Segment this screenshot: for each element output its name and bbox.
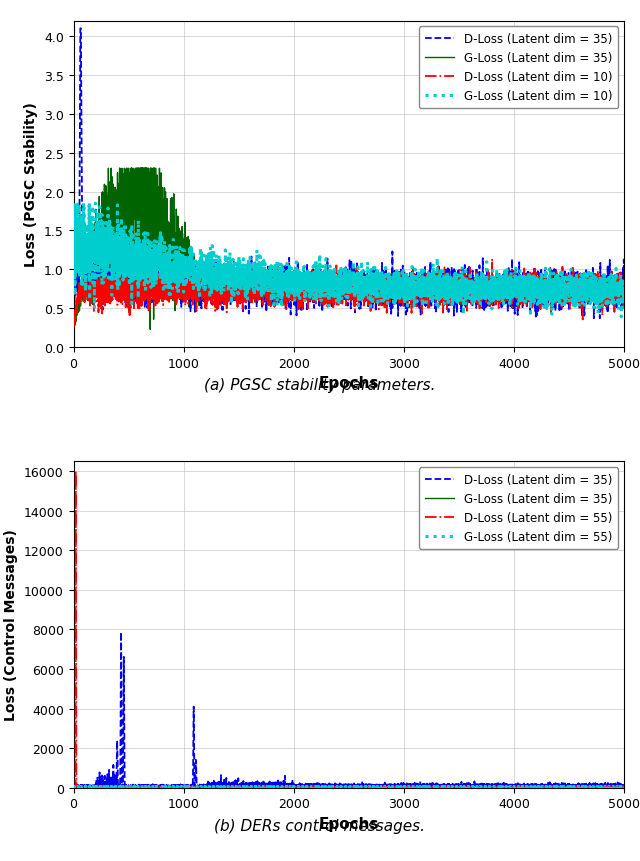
- G-Loss (Latent dim = 35): [400, 782, 408, 792]
- G-Loss (Latent dim = 35): [100, 780, 108, 790]
- X-axis label: Epochs: Epochs: [319, 816, 379, 831]
- D-Loss (Latent dim = 55): [70, 782, 77, 792]
- D-Loss (Latent dim = 10): [170, 290, 178, 300]
- D-Loss (Latent dim = 55): [280, 782, 288, 792]
- D-Loss (Latent dim = 10): [280, 282, 288, 292]
- D-Loss (Latent dim = 35): [400, 285, 408, 295]
- D-Loss (Latent dim = 35): [620, 780, 628, 790]
- Line: D-Loss (Latent dim = 55): D-Loss (Latent dim = 55): [74, 472, 624, 787]
- G-Loss (Latent dim = 35): [522, 782, 530, 792]
- G-Loss (Latent dim = 35): [620, 284, 628, 294]
- G-Loss (Latent dim = 35): [481, 285, 488, 295]
- D-Loss (Latent dim = 35): [522, 781, 530, 791]
- G-Loss (Latent dim = 55): [553, 781, 561, 791]
- Line: G-Loss (Latent dim = 35): G-Loss (Latent dim = 35): [74, 785, 624, 788]
- G-Loss (Latent dim = 55): [481, 782, 488, 792]
- Text: (b) DERs control messages.: (b) DERs control messages.: [214, 818, 426, 833]
- D-Loss (Latent dim = 35): [596, 313, 604, 324]
- G-Loss (Latent dim = 35): [170, 782, 178, 792]
- D-Loss (Latent dim = 35): [170, 781, 178, 791]
- G-Loss (Latent dim = 35): [280, 286, 288, 296]
- D-Loss (Latent dim = 55): [522, 782, 530, 792]
- G-Loss (Latent dim = 35): [147, 325, 154, 335]
- D-Loss (Latent dim = 10): [522, 282, 530, 293]
- Legend: D-Loss (Latent dim = 35), G-Loss (Latent dim = 35), D-Loss (Latent dim = 55), G-: D-Loss (Latent dim = 35), G-Loss (Latent…: [419, 468, 618, 549]
- G-Loss (Latent dim = 55): [170, 782, 177, 792]
- D-Loss (Latent dim = 35): [117, 627, 125, 637]
- G-Loss (Latent dim = 10): [428, 280, 436, 290]
- D-Loss (Latent dim = 55): [170, 782, 178, 792]
- X-axis label: Epochs: Epochs: [319, 376, 379, 391]
- D-Loss (Latent dim = 35): [481, 292, 488, 302]
- G-Loss (Latent dim = 35): [522, 279, 530, 289]
- G-Loss (Latent dim = 35): [400, 288, 408, 299]
- G-Loss (Latent dim = 10): [620, 298, 628, 308]
- G-Loss (Latent dim = 35): [620, 782, 628, 792]
- G-Loss (Latent dim = 55): [620, 782, 628, 792]
- D-Loss (Latent dim = 55): [437, 782, 445, 792]
- G-Loss (Latent dim = 55): [615, 782, 623, 792]
- D-Loss (Latent dim = 55): [481, 782, 488, 792]
- Y-axis label: Loss (Control Messages): Loss (Control Messages): [4, 529, 19, 721]
- D-Loss (Latent dim = 55): [72, 467, 79, 477]
- G-Loss (Latent dim = 55): [428, 782, 435, 792]
- D-Loss (Latent dim = 35): [86, 782, 93, 792]
- D-Loss (Latent dim = 35): [76, 24, 84, 34]
- G-Loss (Latent dim = 55): [280, 782, 288, 792]
- G-Loss (Latent dim = 10): [79, 199, 87, 209]
- D-Loss (Latent dim = 35): [280, 262, 288, 272]
- D-Loss (Latent dim = 35): [481, 781, 488, 791]
- D-Loss (Latent dim = 35): [620, 292, 628, 302]
- D-Loss (Latent dim = 10): [70, 324, 77, 334]
- D-Loss (Latent dim = 10): [428, 295, 436, 306]
- Line: G-Loss (Latent dim = 35): G-Loss (Latent dim = 35): [74, 169, 624, 330]
- G-Loss (Latent dim = 10): [170, 263, 178, 274]
- Text: (a) PGSC stability parameters.: (a) PGSC stability parameters.: [204, 378, 436, 393]
- G-Loss (Latent dim = 10): [481, 284, 488, 294]
- D-Loss (Latent dim = 10): [157, 251, 165, 261]
- G-Loss (Latent dim = 55): [400, 782, 408, 792]
- D-Loss (Latent dim = 10): [400, 288, 408, 298]
- Y-axis label: Loss (PGSC Stability): Loss (PGSC Stability): [24, 102, 38, 267]
- G-Loss (Latent dim = 10): [70, 253, 77, 263]
- D-Loss (Latent dim = 35): [522, 291, 530, 301]
- Legend: D-Loss (Latent dim = 35), G-Loss (Latent dim = 35), D-Loss (Latent dim = 10), G-: D-Loss (Latent dim = 35), G-Loss (Latent…: [419, 28, 618, 108]
- G-Loss (Latent dim = 35): [280, 782, 288, 792]
- D-Loss (Latent dim = 10): [620, 298, 628, 308]
- D-Loss (Latent dim = 35): [70, 781, 77, 791]
- D-Loss (Latent dim = 55): [620, 782, 628, 792]
- D-Loss (Latent dim = 55): [400, 782, 408, 792]
- G-Loss (Latent dim = 35): [70, 782, 77, 792]
- D-Loss (Latent dim = 35): [428, 278, 436, 288]
- D-Loss (Latent dim = 35): [70, 268, 77, 278]
- G-Loss (Latent dim = 35): [481, 782, 488, 792]
- D-Loss (Latent dim = 35): [280, 780, 288, 790]
- G-Loss (Latent dim = 10): [280, 282, 288, 292]
- G-Loss (Latent dim = 35): [104, 164, 112, 174]
- G-Loss (Latent dim = 55): [522, 782, 530, 792]
- Line: D-Loss (Latent dim = 35): D-Loss (Latent dim = 35): [74, 29, 624, 319]
- G-Loss (Latent dim = 35): [70, 325, 77, 335]
- G-Loss (Latent dim = 35): [170, 256, 178, 266]
- Line: D-Loss (Latent dim = 10): D-Loss (Latent dim = 10): [74, 256, 624, 329]
- G-Loss (Latent dim = 10): [618, 313, 625, 323]
- D-Loss (Latent dim = 10): [481, 288, 488, 299]
- Line: G-Loss (Latent dim = 55): G-Loss (Latent dim = 55): [74, 786, 624, 787]
- D-Loss (Latent dim = 35): [170, 259, 178, 269]
- D-Loss (Latent dim = 35): [428, 780, 436, 790]
- D-Loss (Latent dim = 55): [428, 782, 436, 792]
- Line: D-Loss (Latent dim = 35): D-Loss (Latent dim = 35): [74, 632, 624, 787]
- G-Loss (Latent dim = 35): [72, 783, 80, 793]
- G-Loss (Latent dim = 35): [428, 782, 436, 792]
- G-Loss (Latent dim = 35): [428, 281, 436, 291]
- G-Loss (Latent dim = 10): [522, 278, 530, 288]
- Line: G-Loss (Latent dim = 10): G-Loss (Latent dim = 10): [74, 204, 624, 318]
- D-Loss (Latent dim = 35): [400, 778, 408, 789]
- G-Loss (Latent dim = 10): [400, 289, 408, 300]
- G-Loss (Latent dim = 55): [70, 782, 77, 792]
